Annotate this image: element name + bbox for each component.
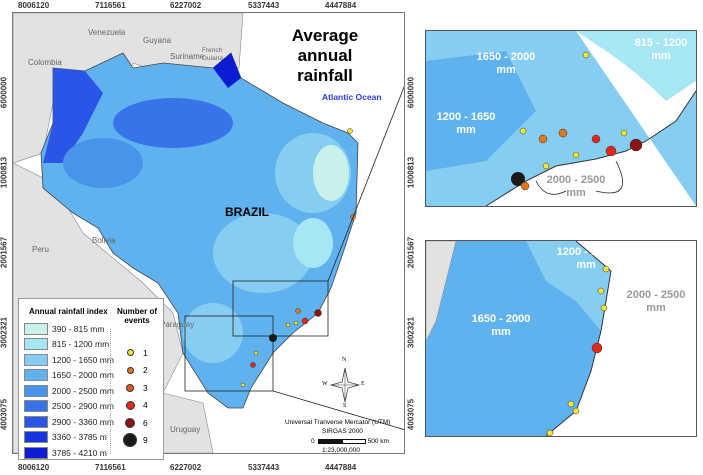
inset-1-label: 1650 - 2000 mm	[476, 51, 536, 76]
country-label: Uruguay	[170, 425, 201, 434]
y-tick: 6000000	[406, 76, 416, 109]
inset-1-label: 2000 - 2500 mm	[546, 174, 606, 199]
compass-e: E	[361, 381, 365, 387]
legend-item: 3785 - 4210 m	[24, 445, 114, 461]
legend: Annual rainfall index 390 - 815 mm 815 -…	[18, 298, 164, 460]
compass-n: N	[342, 357, 347, 363]
inset-1-label: 815 - 1200 mm	[634, 37, 688, 62]
y-tick: 4003075	[406, 398, 416, 431]
inset-2-label: 2000 - 2500 mm	[626, 289, 686, 314]
country-label: Peru	[32, 245, 49, 254]
inset-box-1	[232, 280, 329, 337]
legend-item: 2000 - 2500 mm	[24, 383, 114, 399]
country-label: Suriname	[170, 52, 205, 61]
y-tick: 1000813	[406, 156, 416, 189]
legend-divider	[110, 329, 111, 454]
legend-event-item: 9	[117, 432, 148, 450]
inset-map-2: 1200 - 1650 mm 2000 - 2500 mm 1650 - 200…	[425, 240, 697, 437]
y-tick: 2001567	[406, 236, 416, 269]
x-tick-top: 6227002	[170, 1, 202, 10]
scale-ratio: 1:23,000,000	[322, 447, 360, 454]
compass-icon	[329, 367, 361, 403]
y-tick: 3002321	[406, 316, 416, 349]
country-label: Bolivia	[92, 236, 116, 245]
x-tick-bottom: 4447884	[325, 463, 357, 472]
x-tick-top: 8006120	[18, 1, 50, 10]
inset-map-1: 815 - 1200 mm 1650 - 2000 mm 1200 - 1650…	[425, 30, 697, 207]
legend-events-title: Number of events	[117, 307, 157, 325]
y-tick: 2001567	[0, 236, 9, 269]
y-tick: 4003075	[0, 398, 9, 431]
x-tick-top: 5337443	[248, 1, 280, 10]
inset-1-canvas	[426, 31, 696, 206]
country-label-brazil: BRAZIL	[225, 205, 269, 219]
legend-events: 1 2 3 4 6 9	[117, 344, 148, 449]
inset-2-canvas	[426, 241, 696, 436]
compass-s: S	[343, 403, 347, 409]
inset-box-2	[184, 315, 274, 392]
datum-text: SIRGAS 2000	[322, 428, 363, 435]
legend-item: 390 - 815 mm	[24, 321, 114, 337]
legend-rain-classes: 390 - 815 mm 815 - 1200 mm 1200 - 1650 m…	[24, 321, 114, 461]
uruguay-region	[162, 392, 214, 453]
inset-1-label: 1200 - 1650 mm	[436, 111, 496, 136]
legend-event-item: 2	[117, 362, 148, 380]
x-tick-bottom: 5337443	[248, 463, 280, 472]
legend-event-item: 1	[117, 344, 148, 362]
country-label: French Guiana	[202, 47, 223, 62]
x-tick-top: 4447884	[325, 1, 357, 10]
compass-rose: N S W E	[322, 357, 365, 410]
scale-bar: 0 500 km	[311, 438, 389, 445]
compass-w: W	[322, 381, 328, 387]
legend-item: 3360 - 3785 m	[24, 430, 114, 446]
legend-item: 2900 - 3360 mm	[24, 414, 114, 430]
legend-event-item: 3	[117, 379, 148, 397]
legend-item: 2500 - 2900 mm	[24, 399, 114, 415]
country-label: Colombia	[28, 58, 62, 67]
country-label: Venezuela	[88, 28, 126, 37]
legend-item: 1650 - 2000 mm	[24, 368, 114, 384]
legend-rain-title: Annual rainfall index	[29, 307, 108, 316]
inset-2-label: 1200 - 1650 mm	[556, 246, 616, 271]
inset-2-label: 1650 - 2000 mm	[471, 313, 531, 338]
legend-item: 1200 - 1650 mm	[24, 352, 114, 368]
x-tick-bottom: 8006120	[18, 463, 50, 472]
x-tick-top: 7116561	[95, 1, 126, 10]
x-tick-bottom: 6227002	[170, 463, 202, 472]
x-tick-bottom: 7116561	[95, 463, 126, 472]
projection-text: Universal Tranverse Mercator (UTM)	[285, 419, 391, 426]
y-tick: 1000813	[0, 156, 9, 189]
legend-event-item: 6	[117, 414, 148, 432]
country-label: Guyana	[143, 36, 172, 45]
ocean-label: Atlantic Ocean	[322, 92, 382, 102]
legend-event-item: 4	[117, 397, 148, 415]
y-tick: 3002321	[0, 316, 9, 349]
y-tick: 6000000	[0, 76, 9, 109]
country-label: Paraguay	[160, 320, 195, 329]
map-title: Average annual rainfall	[291, 26, 359, 85]
legend-item: 815 - 1200 mm	[24, 337, 114, 353]
